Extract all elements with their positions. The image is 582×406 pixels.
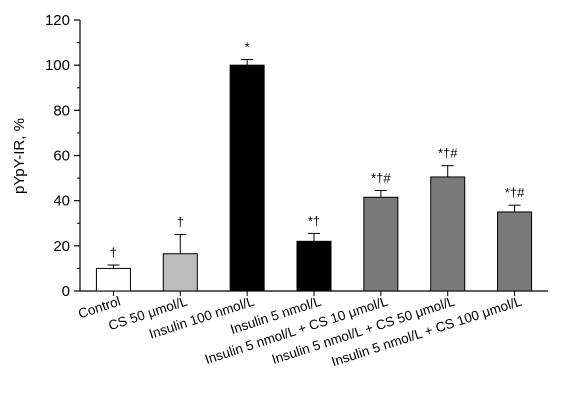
- significance-label: †: [177, 215, 184, 230]
- bar: [229, 64, 265, 292]
- bar: [95, 267, 131, 292]
- y-tick-label: 80: [53, 102, 70, 119]
- bar: [363, 196, 399, 292]
- y-tick-label: 60: [53, 148, 70, 165]
- bar: [162, 253, 198, 292]
- y-axis-label: pYpY-IR, %: [11, 118, 28, 194]
- bar: [296, 240, 332, 292]
- bar: [430, 176, 466, 292]
- y-tick-label: 40: [53, 193, 70, 210]
- significance-label: *†#: [505, 185, 525, 200]
- axes: 0 20 40 60 80 100 120: [45, 12, 548, 300]
- significance-label: †: [110, 245, 117, 260]
- significance-label: *†: [308, 213, 320, 228]
- significance-label: *: [245, 40, 250, 55]
- significance-label: *†#: [438, 146, 458, 161]
- y-tick-label: 120: [45, 12, 70, 29]
- bars: † † * *† *†# *†# *†#: [95, 40, 533, 292]
- significance-label: *†#: [371, 171, 391, 186]
- y-tick-label: 100: [45, 57, 70, 74]
- y-tick-label: 0: [62, 283, 70, 300]
- bar: [497, 211, 533, 292]
- y-tick-label: 20: [53, 238, 70, 255]
